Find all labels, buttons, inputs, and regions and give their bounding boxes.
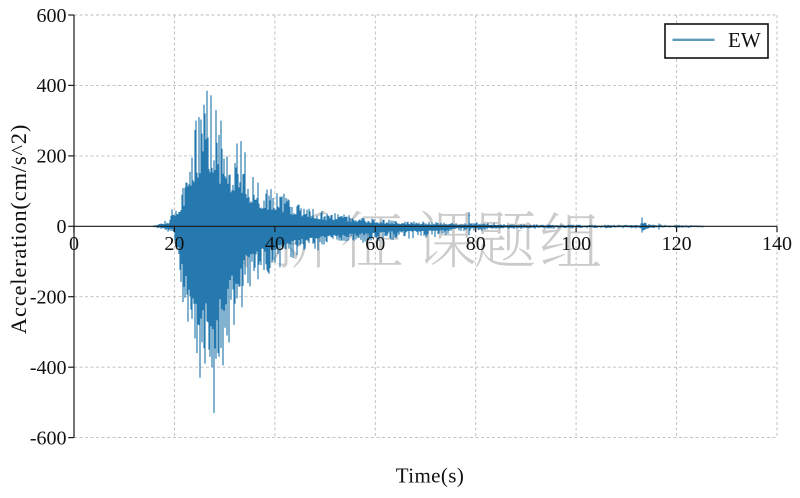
svg-text:200: 200	[37, 146, 67, 168]
svg-text:140: 140	[762, 233, 792, 255]
svg-text:80: 80	[466, 233, 486, 255]
svg-text:EW: EW	[728, 28, 761, 52]
svg-text:40: 40	[265, 233, 285, 255]
svg-text:Time(s): Time(s)	[396, 464, 465, 488]
svg-text:0: 0	[69, 233, 79, 255]
svg-text:Acceleration(cm/s^2): Acceleration(cm/s^2)	[6, 124, 31, 334]
svg-text:-600: -600	[30, 427, 67, 449]
svg-text:-400: -400	[30, 357, 67, 379]
svg-text:-200: -200	[30, 287, 67, 309]
svg-text:60: 60	[365, 233, 385, 255]
svg-text:20: 20	[164, 233, 184, 255]
svg-text:100: 100	[561, 233, 591, 255]
svg-text:400: 400	[37, 75, 67, 97]
svg-text:0: 0	[57, 216, 67, 238]
svg-text:120: 120	[662, 233, 692, 255]
svg-text:600: 600	[37, 5, 67, 27]
